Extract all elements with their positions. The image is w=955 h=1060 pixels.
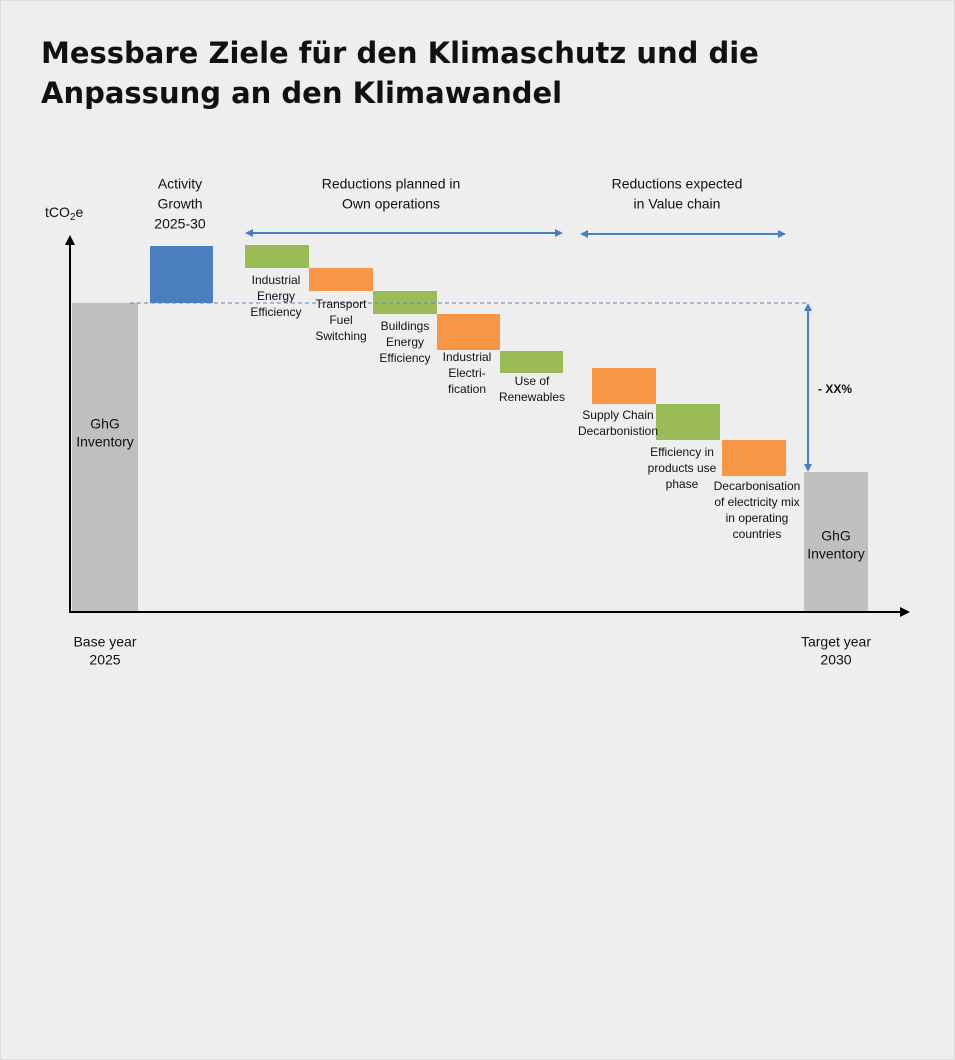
step-label: Decarbonisation [714, 479, 801, 493]
step-label: phase [666, 477, 699, 491]
step-bar [500, 351, 563, 373]
group-label: Reductions planned in [322, 176, 461, 192]
group-label: Reductions expected [612, 176, 743, 192]
step-label: Energy [386, 335, 424, 349]
group-label: in Value chain [634, 196, 721, 212]
step-label: in operating [726, 511, 789, 525]
step-bar [592, 368, 656, 404]
step-label: countries [733, 527, 782, 541]
step-label: fication [448, 382, 486, 396]
step-label: Fuel [329, 313, 352, 327]
step-label: of electricity mix [714, 495, 799, 509]
step-bar [245, 245, 309, 268]
step-label: Industrial [252, 273, 301, 287]
bar-label: GhG [821, 528, 851, 544]
bar-label: GhG [90, 416, 120, 432]
target-bar [804, 472, 868, 612]
x-axis-label: 2030 [820, 652, 851, 668]
bar-label: Growth [157, 196, 202, 212]
bar-label: Inventory [76, 434, 134, 450]
step-label: Use of [515, 374, 550, 388]
step-label: Efficiency [250, 305, 301, 319]
growth-bar [150, 246, 213, 303]
reduction-label: - XX% [818, 382, 852, 396]
x-axis-label: Target year [801, 634, 871, 650]
x-axis-label: 2025 [89, 652, 120, 668]
step-label: Renewables [499, 390, 565, 404]
step-label: Efficiency [379, 351, 430, 365]
step-bar [437, 314, 500, 350]
base-bar [72, 303, 138, 612]
step-label: Buildings [381, 319, 430, 333]
bar-label: 2025-30 [154, 216, 206, 232]
unit-subscript: 2 [70, 212, 76, 223]
step-label: products use [648, 461, 717, 475]
unit-suffix: e [75, 204, 83, 220]
step-bar [656, 404, 720, 440]
y-axis-label: tCO2e [45, 204, 83, 223]
unit-text: tCO [45, 204, 70, 220]
step-label: Electri- [448, 366, 485, 380]
bar-label: Activity [158, 176, 202, 192]
group-label: Own operations [342, 196, 440, 212]
step-bar [309, 268, 373, 291]
x-axis-label: Base year [73, 634, 136, 650]
page-title: Messbare Ziele für den Klimaschutz und d… [41, 36, 759, 110]
step-label: Industrial [443, 350, 492, 364]
step-label: Transport [316, 297, 368, 311]
step-label: Energy [257, 289, 295, 303]
step-label: Switching [315, 329, 366, 343]
step-bar [722, 440, 786, 476]
step-label: Decarbonistion [578, 424, 658, 438]
bar-label: Inventory [807, 546, 865, 562]
step-label: Efficiency in [650, 445, 714, 459]
step-label: Supply Chain [582, 408, 653, 422]
